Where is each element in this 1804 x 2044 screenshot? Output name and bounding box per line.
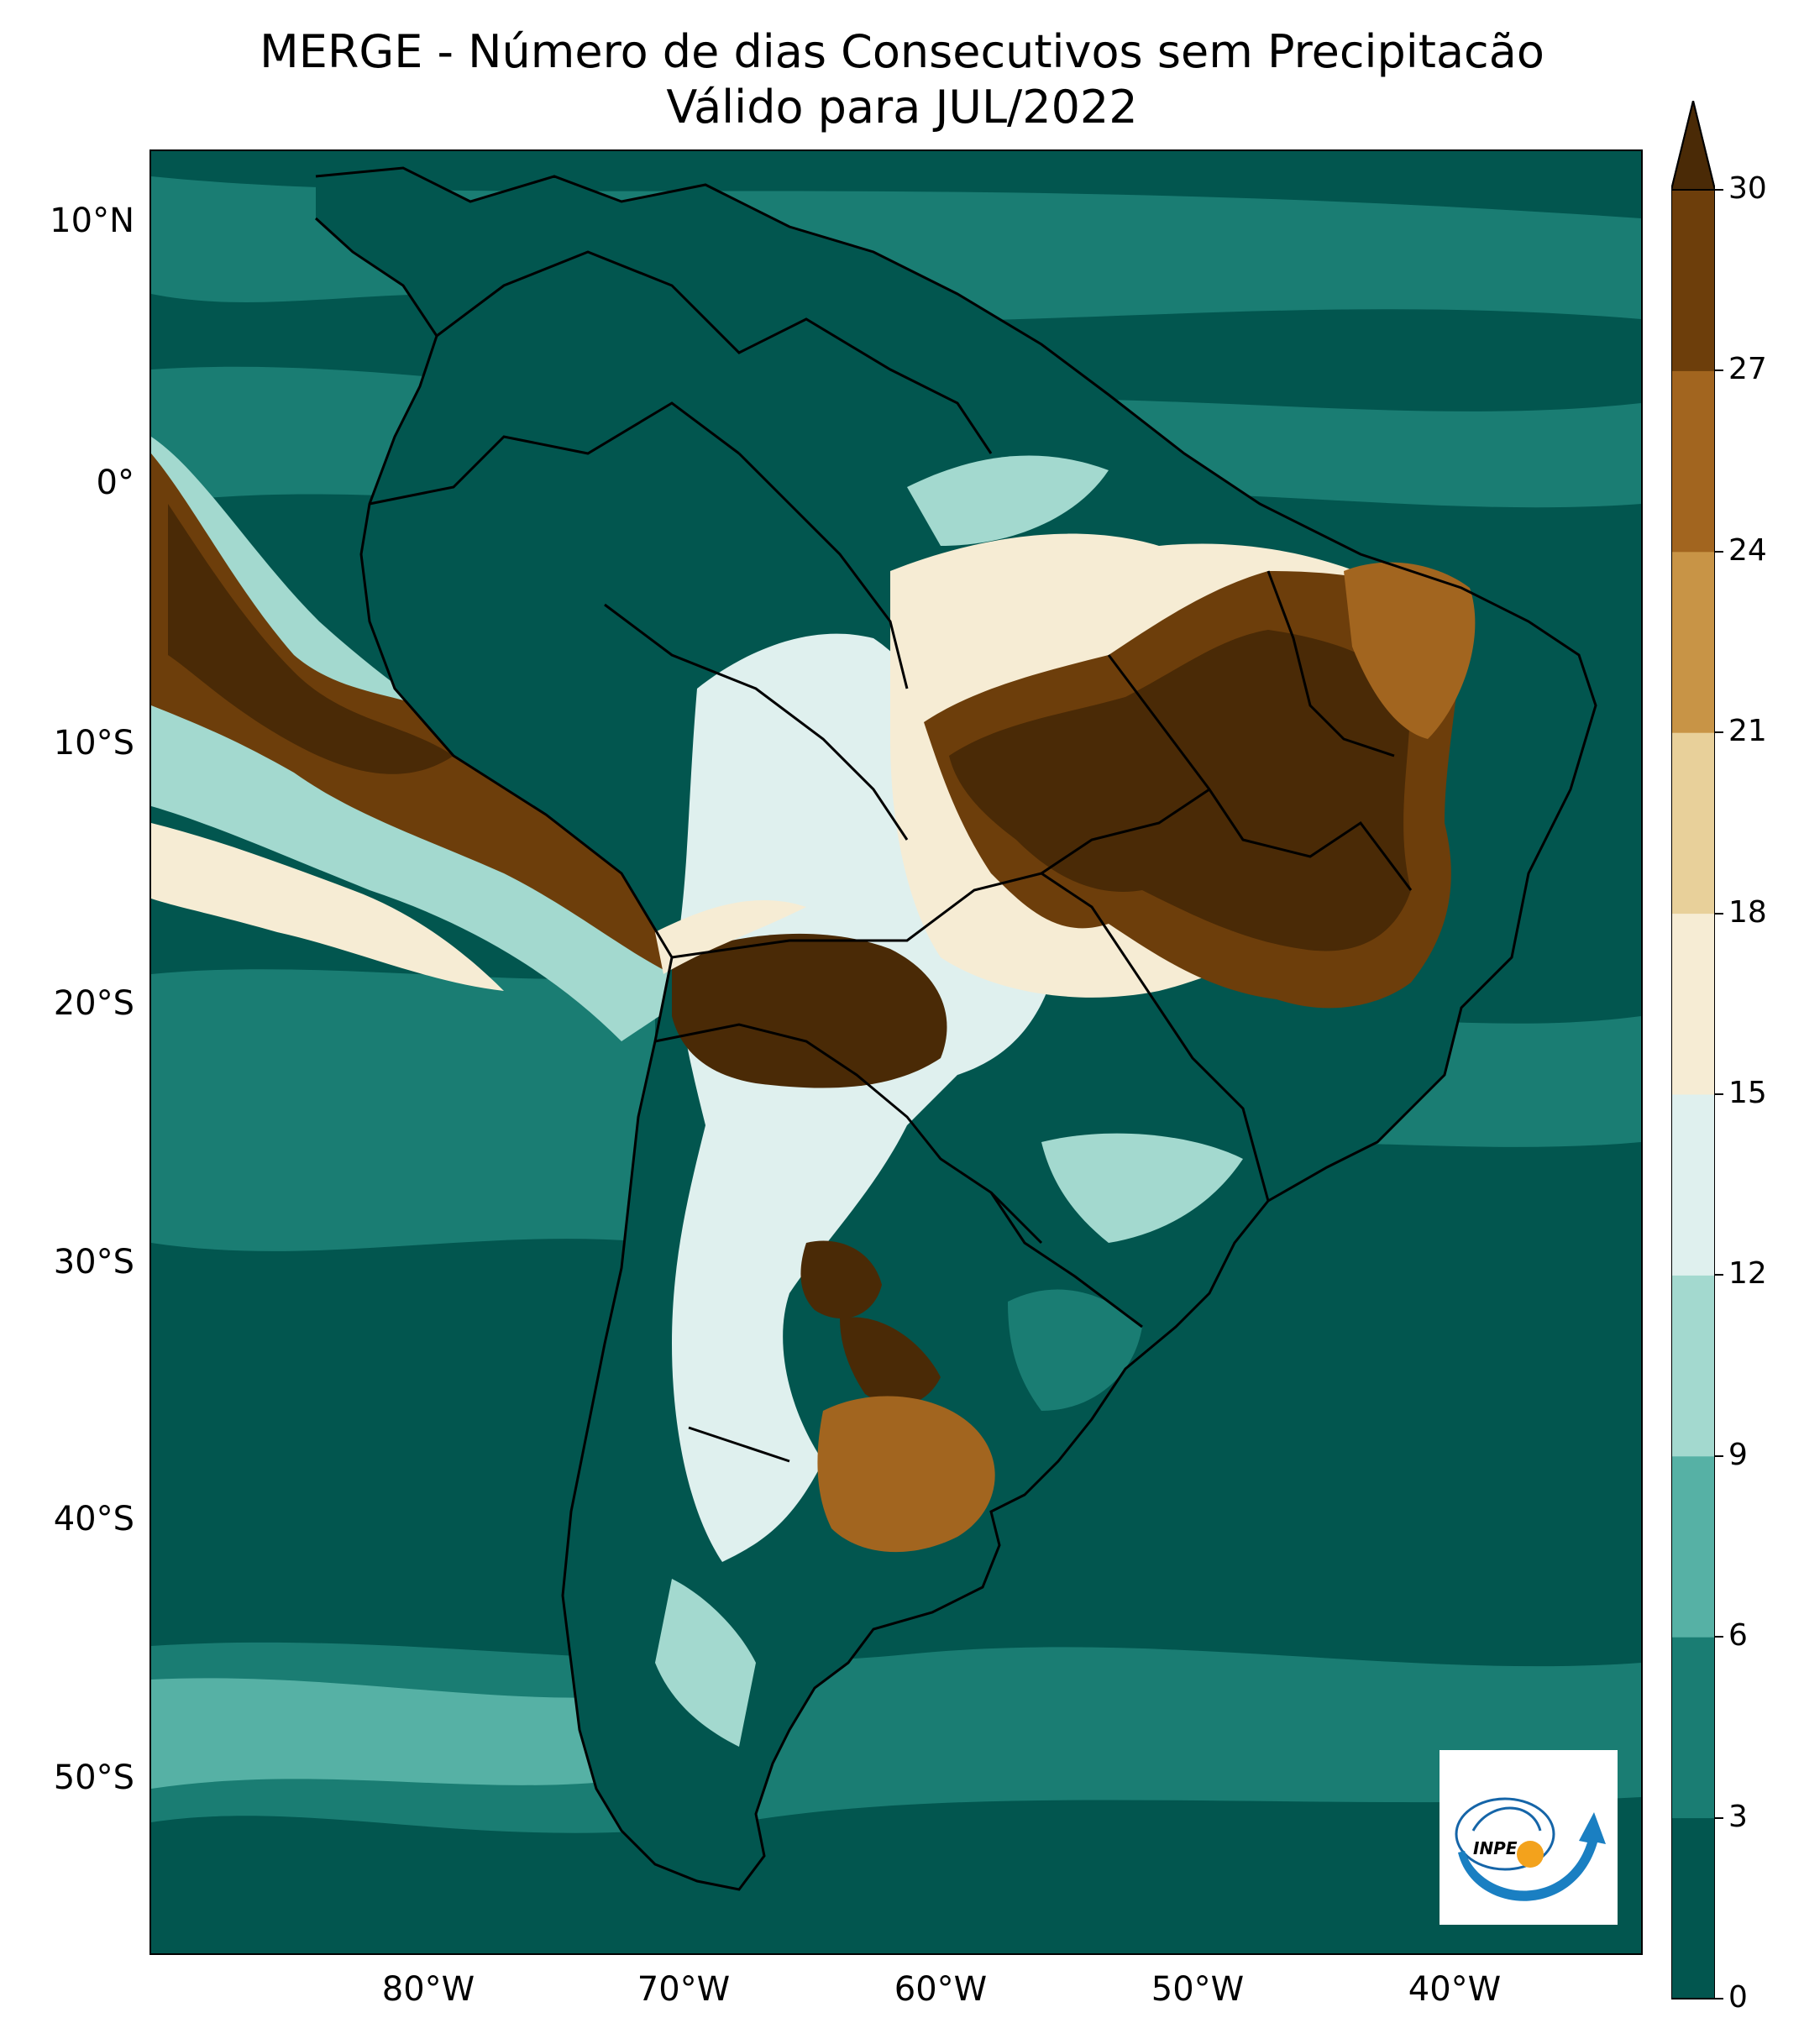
colorbar-outline (1671, 101, 1715, 1999)
amazon-mouth-light (907, 455, 1109, 546)
inpe-logo: INPE (1440, 1750, 1618, 1925)
map-panel (149, 149, 1643, 1955)
argentina-dry-mid (840, 1317, 941, 1406)
ocean-band-5 (151, 1678, 621, 1789)
logo-text: INPE (1473, 1838, 1518, 1858)
colorbar-tick-mark (1715, 189, 1723, 191)
colorbar-segment (1671, 370, 1715, 553)
inpe-logo-icon: INPE (1455, 1797, 1606, 1901)
colorbar-tick-mark (1715, 1816, 1723, 1819)
colorbar-tick-mark (1715, 369, 1723, 372)
lat-label-10n: 10°N (50, 202, 134, 240)
colorbar-segment (1671, 190, 1715, 371)
colorbar-tick-label: 3 (1728, 1799, 1748, 1834)
colorbar-tick-mark (1715, 1998, 1723, 1999)
lat-label-0: 0° (96, 464, 134, 502)
lon-label-60w: 60°W (894, 1970, 988, 2009)
colorbar-extend-arrow (1671, 101, 1715, 191)
colorbar-tick-mark (1715, 1274, 1723, 1276)
colorbar-tick-mark (1715, 1093, 1723, 1095)
colorbar-tick-mark (1715, 912, 1723, 915)
colorbar-tick-label: 0 (1728, 1980, 1748, 2015)
colorbar-segment (1671, 1455, 1715, 1638)
ocean-band-4 (151, 1642, 1641, 1833)
colorbar-tick-mark (1715, 1636, 1723, 1638)
colorbar-segment (1671, 551, 1715, 733)
map-subtitle: Válido para JUL/2022 (666, 81, 1138, 134)
colorbar-tick-label: 21 (1728, 714, 1767, 749)
precipitation-map (151, 151, 1641, 1953)
colorbar-tick-label: 12 (1728, 1256, 1767, 1292)
lat-label-10s: 10°S (53, 724, 134, 763)
pacific-light (151, 823, 504, 991)
colorbar-segment (1671, 913, 1715, 1095)
lat-label-50s: 50°S (53, 1758, 134, 1797)
colorbar-tick-mark (1715, 550, 1723, 553)
chaco-dry-region (672, 933, 947, 1088)
colorbar-tick-label: 27 (1728, 352, 1767, 387)
lon-label-40w: 40°W (1408, 1970, 1502, 2009)
lat-label-40s: 40°S (53, 1500, 134, 1538)
colorbar-tick-label: 18 (1728, 894, 1767, 930)
colorbar-tick-label: 15 (1728, 1076, 1767, 1110)
lat-label-30s: 30°S (53, 1243, 134, 1281)
colorbar (1671, 101, 1715, 1999)
argentina-dry-north (800, 1240, 882, 1318)
ne-brazil-dry (1344, 562, 1476, 739)
lon-label-50w: 50°W (1151, 1970, 1245, 2009)
chaco-light-halo (655, 899, 806, 974)
lon-label-80w: 80°W (381, 1970, 475, 2009)
colorbar-segment (1671, 1275, 1715, 1457)
colorbar-segment (1671, 1637, 1715, 1819)
uruguay-area (1008, 1289, 1142, 1411)
colorbar-tick-mark (1715, 731, 1723, 734)
colorbar-tick-mark (1715, 1454, 1723, 1457)
brazil-dry-core (949, 630, 1411, 951)
colorbar-tick-label: 24 (1728, 532, 1767, 568)
colorbar-tick-label: 9 (1728, 1437, 1748, 1472)
colorbar-segments (1671, 190, 1715, 1999)
patagonia-band (655, 1579, 756, 1747)
lon-label-70w: 70°W (637, 1970, 731, 2009)
colorbar-segment (1671, 1817, 1715, 1999)
colorbar-segment (1671, 1094, 1715, 1276)
colorbar-segment (1671, 732, 1715, 915)
south-brazil-light (1041, 1133, 1243, 1243)
ocean-band-3 (151, 969, 655, 1251)
pacific-dry-core (168, 504, 454, 774)
colorbar-tick-label: 30 (1728, 171, 1767, 206)
map-title: MERGE - Número de dias Consecutivos sem … (260, 25, 1544, 78)
colorbar-tick-label: 6 (1728, 1618, 1748, 1654)
lat-label-20s: 20°S (53, 984, 134, 1023)
country-borders (314, 166, 1597, 1891)
pampas-dry-region (817, 1396, 995, 1553)
